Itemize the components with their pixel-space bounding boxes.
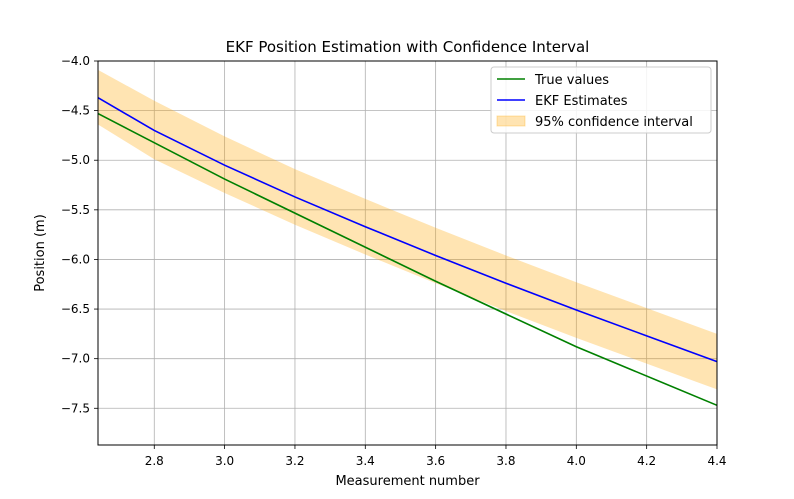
- x-tick-label: 2.8: [145, 454, 164, 468]
- y-tick-label: −4.5: [61, 104, 90, 118]
- ticks: 2.8 3.0 3.2 3.4 3.6 3.8 4.0 4.2 4.4 −4.0 −4.5 −5.0 −…: [61, 54, 727, 468]
- confidence-band: [98, 69, 717, 390]
- legend-swatch-band: [496, 115, 526, 127]
- y-axis-label: Position (m): [33, 214, 48, 292]
- legend-label: True values: [534, 73, 609, 88]
- x-tick-label: 3.0: [215, 454, 234, 468]
- y-tick-label: −6.0: [61, 252, 90, 266]
- legend-label: EKF Estimates: [535, 94, 628, 109]
- y-tick-label: −6.5: [61, 302, 90, 316]
- y-tick-label: −7.0: [61, 352, 90, 366]
- x-tick-label: 3.4: [356, 454, 375, 468]
- y-tick-label: −4.0: [61, 54, 90, 68]
- series-lines: [97, 97, 718, 407]
- plot-frame: [97, 60, 718, 446]
- x-tick-label: 4.2: [637, 454, 656, 468]
- x-tick-label: 4.4: [707, 454, 726, 468]
- x-tick-label: 3.2: [285, 454, 304, 468]
- x-tick-label: 3.8: [496, 454, 515, 468]
- y-tick-label: −7.5: [61, 401, 90, 415]
- chart-title: EKF Position Estimation with Confidence …: [226, 38, 590, 56]
- x-tick-label: 3.6: [426, 454, 445, 468]
- x-axis-label: Measurement number: [335, 474, 480, 489]
- y-tick-label: −5.5: [61, 203, 90, 217]
- legend: True values EKF Estimates 95% confidence i…: [490, 66, 712, 134]
- true-values-line: [97, 112, 718, 407]
- ekf-estimates-line: [97, 97, 718, 363]
- legend-label: 95% confidence interval: [535, 115, 693, 130]
- legend-box: [490, 66, 712, 134]
- x-tick-label: 4.0: [567, 454, 586, 468]
- confidence-band-layer: [98, 69, 717, 390]
- y-tick-label: −5.0: [61, 153, 90, 167]
